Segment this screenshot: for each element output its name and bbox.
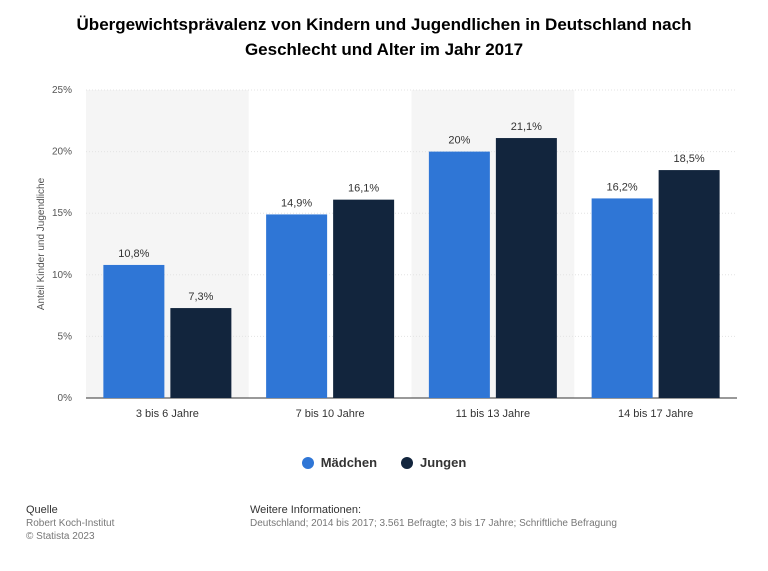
data-label: 7,3% bbox=[188, 291, 213, 303]
data-label: 21,1% bbox=[511, 121, 542, 133]
data-label: 16,1% bbox=[348, 183, 379, 195]
data-label: 20% bbox=[448, 135, 470, 147]
bar-jungen bbox=[495, 138, 557, 398]
legend-label-madchen: Mädchen bbox=[320, 455, 378, 470]
y-tick-label: 20% bbox=[52, 147, 72, 158]
y-tick-label: 25% bbox=[52, 85, 72, 96]
chart-title: Übergewichtsprävalenz von Kindern und Ju… bbox=[76, 15, 692, 59]
source-name: Robert Koch-Institut bbox=[26, 518, 115, 529]
source-heading: Quelle bbox=[26, 504, 58, 516]
data-label: 10,8% bbox=[118, 248, 149, 260]
info-block: Weitere Informationen: Deutschland; 2014… bbox=[250, 504, 617, 530]
bar-madchen bbox=[591, 198, 653, 398]
legend: Mädchen Jungen bbox=[0, 455, 768, 470]
x-tick-label: 3 bis 6 Jahre bbox=[136, 408, 199, 420]
bar-jungen bbox=[170, 308, 232, 398]
info-text: Deutschland; 2014 bis 2017; 3.561 Befrag… bbox=[250, 518, 617, 529]
bar-chart: 0% 5% 10% 15% 20% 25% Anteil Kinder und Jugend… bbox=[36, 85, 737, 420]
y-tick-label: 15% bbox=[52, 208, 72, 219]
legend-marker-jungen bbox=[401, 456, 414, 469]
legend-marker-madchen bbox=[301, 456, 314, 469]
y-tick-label: 5% bbox=[58, 331, 73, 342]
y-tick-label: 0% bbox=[58, 393, 73, 404]
x-tick-label: 11 bis 13 Jahre bbox=[456, 408, 530, 420]
x-tick-label: 7 bis 10 Jahre bbox=[296, 408, 365, 420]
legend-item-madchen[interactable]: Mädchen bbox=[301, 455, 378, 470]
x-tick-label: 14 bis 17 Jahre bbox=[618, 408, 693, 420]
bar-jungen bbox=[658, 170, 720, 398]
data-label: 18,5% bbox=[674, 153, 705, 165]
info-heading: Weitere Informationen: bbox=[250, 504, 362, 516]
source-block: Quelle Robert Koch-Institut © Statista 2… bbox=[26, 504, 114, 543]
bar-madchen bbox=[103, 264, 165, 398]
legend-label-jungen: Jungen bbox=[420, 455, 467, 470]
bar-madchen bbox=[266, 214, 328, 398]
copyright: © Statista 2023 bbox=[26, 531, 95, 542]
bar-madchen bbox=[428, 151, 490, 398]
legend-item-jungen[interactable]: Jungen bbox=[401, 455, 466, 470]
data-label: 14,9% bbox=[281, 197, 312, 209]
y-axis-title: Anteil Kinder und Jugendliche bbox=[36, 177, 47, 310]
y-tick-label: 10% bbox=[52, 270, 72, 281]
data-label: 16,2% bbox=[607, 181, 638, 193]
bar-jungen bbox=[333, 199, 395, 398]
